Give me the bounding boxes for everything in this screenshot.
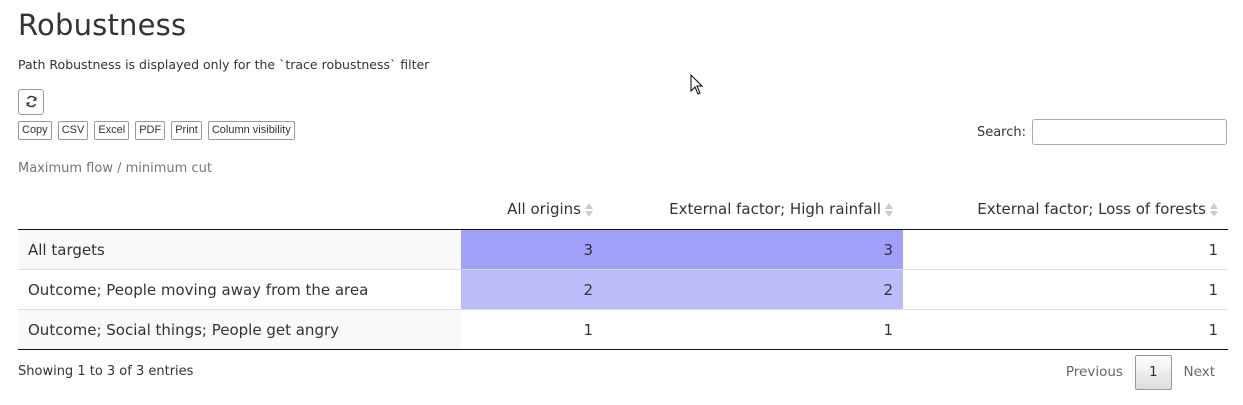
table-caption: Maximum flow / minimum cut <box>18 161 212 176</box>
table-cell: 2 <box>461 269 603 310</box>
excel-button[interactable]: Excel <box>94 121 130 140</box>
export-toolbar: Copy CSV Excel PDF Print Column visibili… <box>18 121 295 140</box>
refresh-button[interactable] <box>18 89 44 115</box>
sort-icon <box>585 202 593 218</box>
column-header-all-origins[interactable]: All origins <box>461 189 603 230</box>
column-visibility-button[interactable]: Column visibility <box>207 121 295 140</box>
table-cell: 1 <box>903 269 1228 310</box>
previous-page-button[interactable]: Previous <box>1065 364 1123 380</box>
mouse-cursor-icon <box>690 73 704 100</box>
row-label: All targets <box>18 229 461 270</box>
table-row: Outcome; People moving away from the are… <box>18 269 1228 310</box>
search-box: Search: <box>977 119 1227 145</box>
robustness-table: All origins External factor; High rainfa… <box>18 189 1228 350</box>
copy-button[interactable]: Copy <box>18 121 52 140</box>
table-info: Showing 1 to 3 of 3 entries <box>18 364 194 379</box>
row-label: Outcome; Social things; People get angry <box>18 309 461 350</box>
column-header-row-labels[interactable] <box>18 189 461 230</box>
csv-button[interactable]: CSV <box>57 121 89 140</box>
table-cell: 1 <box>603 309 903 350</box>
search-label: Search: <box>976 124 1026 140</box>
table-header-row: All origins External factor; High rainfa… <box>18 189 1228 230</box>
page-subtitle: Path Robustness is displayed only for th… <box>18 57 430 72</box>
table-row: All targets 3 3 1 <box>18 229 1228 270</box>
column-header-loss-of-forests[interactable]: External factor; Loss of forests <box>903 189 1228 230</box>
refresh-icon <box>25 93 38 112</box>
print-button[interactable]: Print <box>171 121 202 140</box>
search-input[interactable] <box>1032 119 1227 145</box>
table-cell: 2 <box>603 269 903 310</box>
table-cell: 3 <box>603 229 903 270</box>
sort-icon <box>885 202 893 218</box>
table-cell: 1 <box>903 229 1228 270</box>
table-cell: 1 <box>461 309 603 350</box>
next-page-button[interactable]: Next <box>1183 364 1215 380</box>
sort-icon <box>1210 202 1218 218</box>
table-cell: 3 <box>461 229 603 270</box>
column-header-high-rainfall[interactable]: External factor; High rainfall <box>603 189 903 230</box>
page-1-button[interactable]: 1 <box>1134 355 1172 390</box>
table-row: Outcome; Social things; People get angry… <box>18 309 1228 350</box>
table-cell: 1 <box>903 309 1228 350</box>
pdf-button[interactable]: PDF <box>135 121 166 140</box>
row-label: Outcome; People moving away from the are… <box>18 269 461 310</box>
pagination: Previous 1 Next <box>1054 355 1227 390</box>
page-title: Robustness <box>18 8 187 42</box>
